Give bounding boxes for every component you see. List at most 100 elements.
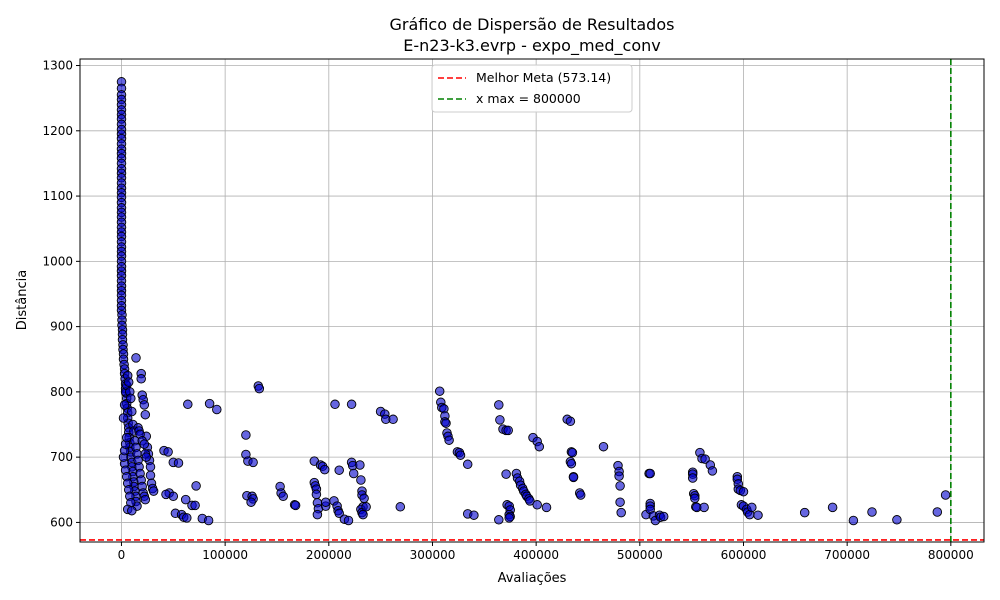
data-point: [355, 460, 365, 470]
data-point: [139, 439, 150, 449]
data-point: [892, 515, 902, 525]
grid-lines: [80, 59, 984, 542]
data-points: [116, 77, 951, 526]
x-tick-label: 600000: [721, 548, 767, 562]
data-point: [148, 486, 159, 496]
data-point: [168, 491, 179, 502]
data-point: [183, 399, 193, 410]
data-point: [343, 515, 354, 526]
legend-label: x max = 800000: [476, 91, 581, 106]
y-tick-label: 1000: [42, 254, 73, 268]
data-point: [541, 502, 552, 513]
data-point: [204, 398, 215, 409]
data-point: [658, 511, 669, 522]
data-point: [136, 374, 146, 384]
y-tick-label: 1300: [42, 59, 73, 73]
legend-box: [431, 64, 633, 113]
x-tick-label: 400000: [513, 548, 559, 562]
data-point: [616, 507, 626, 518]
data-point: [123, 377, 134, 387]
data-point: [940, 490, 951, 500]
legend: Melhor Meta (573.14) x max = 800000: [431, 64, 633, 113]
data-point: [753, 510, 763, 520]
data-point: [290, 500, 301, 511]
data-point: [118, 413, 129, 423]
y-axis-label: Distância: [15, 270, 30, 330]
data-point: [334, 508, 344, 519]
data-point: [246, 497, 256, 507]
x-tick-label: 500000: [617, 548, 663, 562]
data-point: [598, 441, 609, 452]
data-point: [241, 430, 251, 440]
data-point: [121, 432, 132, 443]
data-point: [615, 481, 625, 491]
y-tick-label: 700: [50, 450, 73, 464]
data-point: [567, 447, 578, 458]
data-point: [495, 415, 505, 425]
data-point: [532, 500, 542, 510]
data-point: [645, 468, 655, 479]
data-point: [182, 513, 192, 523]
plot-frame: [79, 58, 985, 543]
x-tick-label: 0: [118, 548, 126, 562]
data-point: [311, 489, 322, 500]
data-point: [191, 481, 201, 491]
data-point: [494, 515, 504, 525]
data-point: [525, 496, 535, 506]
reference-lines: [80, 59, 984, 542]
data-point: [615, 497, 625, 507]
data-point: [320, 497, 331, 507]
data-point: [455, 450, 466, 460]
data-point: [614, 471, 624, 481]
data-point: [140, 409, 151, 420]
data-point: [575, 490, 586, 500]
data-point: [359, 493, 369, 504]
data-point: [799, 507, 810, 518]
data-point: [494, 400, 504, 410]
data-point: [566, 458, 577, 469]
data-point: [180, 494, 191, 505]
data-point: [119, 400, 130, 410]
data-point: [395, 502, 406, 512]
y-tick-label: 900: [50, 320, 73, 334]
data-point: [163, 447, 173, 457]
data-point: [140, 494, 151, 505]
data-point: [932, 507, 943, 517]
data-point: [126, 393, 136, 404]
data-point: [173, 458, 184, 468]
data-point: [699, 502, 709, 513]
data-point: [687, 473, 698, 483]
y-tick-label: 1200: [42, 124, 73, 138]
data-point: [501, 469, 511, 479]
data-point: [434, 386, 445, 396]
data-point: [565, 416, 576, 427]
data-point: [738, 486, 749, 497]
data-point: [469, 510, 479, 520]
y-tick-label: 600: [50, 515, 73, 529]
data-point: [248, 457, 258, 468]
data-point: [319, 464, 330, 475]
data-point: [145, 470, 156, 481]
data-point: [212, 404, 222, 415]
chart-subtitle: E-n23-k3.evrp - expo_med_conv: [403, 36, 660, 56]
y-tick-label: 1100: [42, 189, 73, 203]
x-axis-label: Avaliações: [498, 571, 567, 586]
data-point: [707, 466, 718, 476]
data-point: [747, 502, 757, 513]
data-point: [190, 500, 200, 511]
x-tick-label: 100000: [202, 548, 248, 562]
data-point: [358, 509, 368, 520]
data-point: [127, 406, 137, 417]
data-point: [700, 454, 710, 464]
x-tick-label: 800000: [928, 548, 974, 562]
data-point: [330, 399, 340, 410]
data-point: [504, 513, 514, 523]
data-point: [462, 459, 473, 470]
y-tick-label: 800: [50, 385, 73, 399]
x-axis-ticks: 0 100000 200000 300000 400000 500000 600000 700…: [118, 542, 974, 562]
data-point: [356, 475, 366, 485]
legend-label: Melhor Meta (573.14): [476, 70, 611, 85]
data-point: [690, 493, 700, 504]
data-point: [503, 425, 513, 436]
